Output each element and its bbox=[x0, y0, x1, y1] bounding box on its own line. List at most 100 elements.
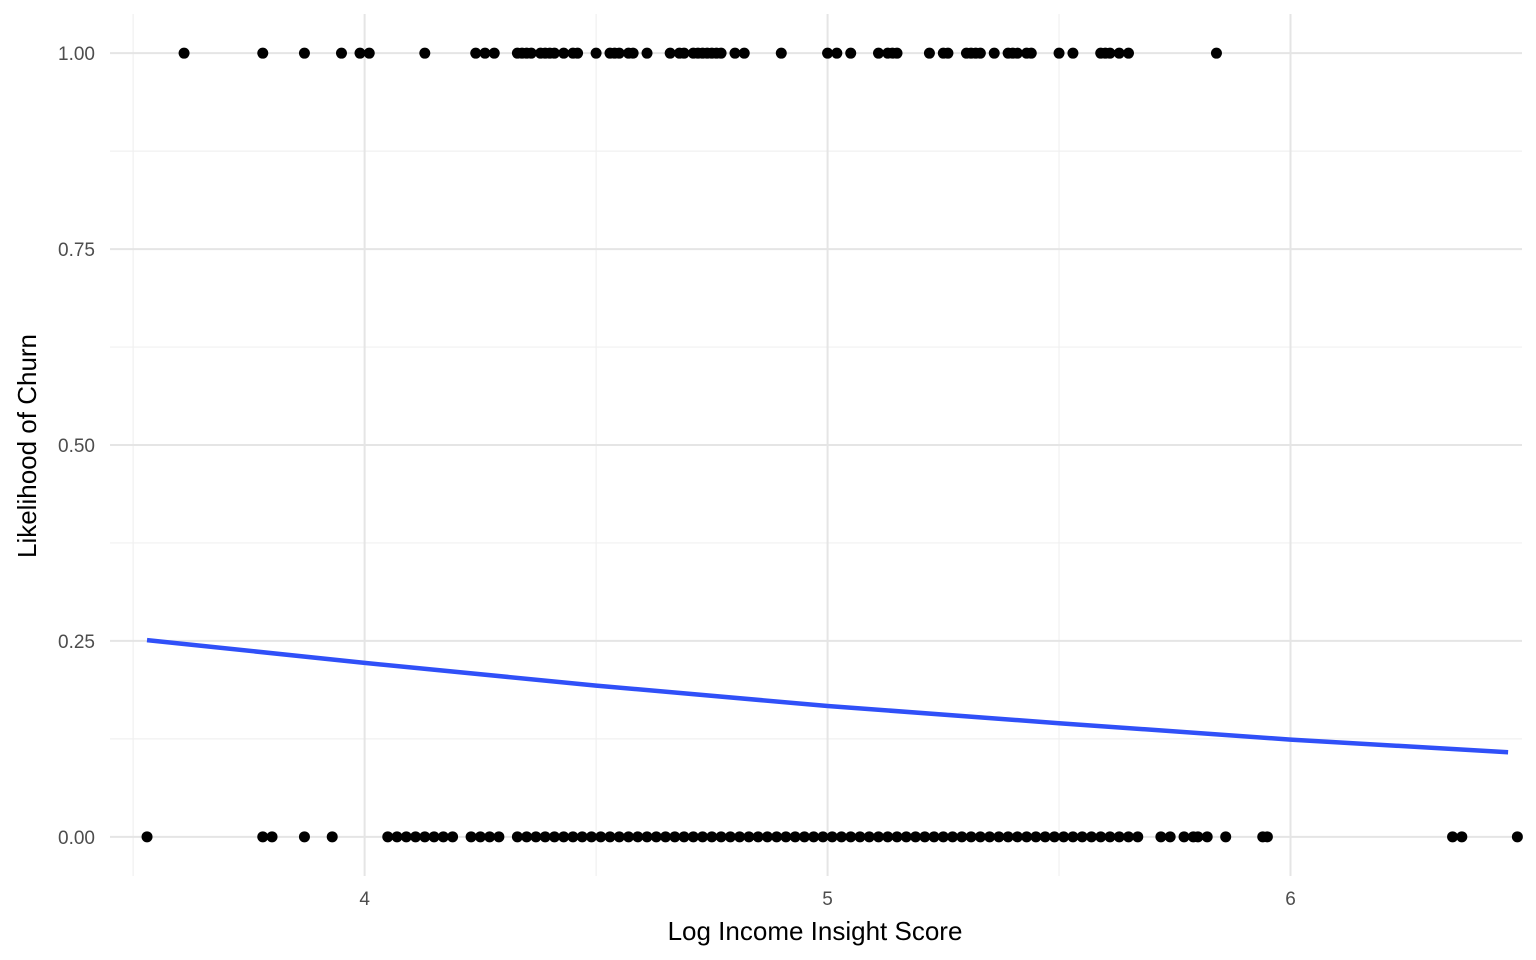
grid-lines bbox=[110, 14, 1522, 876]
data-point-no-churn bbox=[1011, 831, 1023, 843]
data-point-no-churn bbox=[391, 831, 403, 843]
data-point-churn bbox=[942, 47, 954, 59]
data-point-no-churn bbox=[863, 831, 875, 843]
data-point-no-churn bbox=[1067, 831, 1079, 843]
data-point-churn bbox=[775, 47, 787, 59]
data-point-no-churn bbox=[266, 831, 278, 843]
data-point-no-churn bbox=[141, 831, 153, 843]
data-point-no-churn bbox=[650, 831, 662, 843]
data-point-churn bbox=[641, 47, 653, 59]
x-tick-label: 5 bbox=[822, 889, 833, 910]
y-tick-label: 0.50 bbox=[58, 436, 95, 457]
data-point-no-churn bbox=[947, 831, 959, 843]
data-point-no-churn bbox=[1132, 831, 1144, 843]
data-point-no-churn bbox=[257, 831, 269, 843]
data-point-no-churn bbox=[382, 831, 394, 843]
data-point-no-churn bbox=[854, 831, 866, 843]
data-point-churn bbox=[488, 47, 500, 59]
data-point-no-churn bbox=[539, 831, 551, 843]
data-point-churn bbox=[335, 47, 347, 59]
data-point-no-churn bbox=[576, 831, 588, 843]
data-point-no-churn bbox=[1076, 831, 1088, 843]
data-point-no-churn bbox=[1104, 831, 1116, 843]
data-point-churn bbox=[715, 47, 727, 59]
data-point-no-churn bbox=[752, 831, 764, 843]
data-point-no-churn bbox=[724, 831, 736, 843]
data-point-churn bbox=[1113, 47, 1125, 59]
data-point-churn bbox=[419, 47, 431, 59]
data-point-no-churn bbox=[780, 831, 792, 843]
data-point-no-churn bbox=[428, 831, 440, 843]
data-point-no-churn bbox=[687, 831, 699, 843]
x-axis-title: Log Income Insight Score bbox=[668, 916, 963, 946]
data-point-churn bbox=[178, 47, 190, 59]
data-point-no-churn bbox=[956, 831, 968, 843]
data-point-no-churn bbox=[1122, 831, 1134, 843]
data-point-no-churn bbox=[1456, 831, 1468, 843]
data-point-no-churn bbox=[410, 831, 422, 843]
data-point-churn bbox=[479, 47, 491, 59]
fit-curve-layer bbox=[146, 637, 1509, 755]
data-point-churn bbox=[923, 47, 935, 59]
logistic-fit-line bbox=[146, 637, 1509, 755]
data-point-no-churn bbox=[326, 831, 338, 843]
data-point-no-churn bbox=[937, 831, 949, 843]
data-point-churn bbox=[1122, 47, 1134, 59]
data-point-churn bbox=[974, 47, 986, 59]
data-point-churn bbox=[558, 47, 570, 59]
data-point-churn bbox=[572, 47, 584, 59]
data-point-churn bbox=[872, 47, 884, 59]
data-point-no-churn bbox=[928, 831, 940, 843]
data-point-churn bbox=[664, 47, 676, 59]
data-point-no-churn bbox=[511, 831, 523, 843]
data-point-no-churn bbox=[993, 831, 1005, 843]
data-point-no-churn bbox=[1113, 831, 1125, 843]
data-point-no-churn bbox=[734, 831, 746, 843]
data-point-no-churn bbox=[641, 831, 653, 843]
data-point-churn bbox=[1011, 47, 1023, 59]
data-point-no-churn bbox=[771, 831, 783, 843]
data-point-churn bbox=[1053, 47, 1065, 59]
data-point-no-churn bbox=[1192, 831, 1204, 843]
data-point-churn bbox=[470, 47, 482, 59]
data-point-churn bbox=[678, 47, 690, 59]
data-point-churn bbox=[354, 47, 366, 59]
y-tick-label: 0.75 bbox=[58, 240, 95, 261]
data-point-no-churn bbox=[798, 831, 810, 843]
data-point-no-churn bbox=[567, 831, 579, 843]
data-point-no-churn bbox=[1030, 831, 1042, 843]
data-point-churn bbox=[363, 47, 375, 59]
data-point-no-churn bbox=[400, 831, 412, 843]
data-point-no-churn bbox=[474, 831, 486, 843]
data-point-no-churn bbox=[437, 831, 449, 843]
x-tick-labels: 4 5 6 bbox=[359, 889, 1295, 910]
y-tick-label: 0.00 bbox=[58, 828, 95, 849]
data-point-no-churn bbox=[484, 831, 496, 843]
data-point-no-churn bbox=[1155, 831, 1167, 843]
data-point-churn bbox=[298, 47, 310, 59]
data-point-churn bbox=[845, 47, 857, 59]
data-point-no-churn bbox=[1261, 831, 1273, 843]
data-point-no-churn bbox=[632, 831, 644, 843]
data-point-no-churn bbox=[447, 831, 459, 843]
data-point-no-churn bbox=[817, 831, 829, 843]
data-point-no-churn bbox=[1048, 831, 1060, 843]
y-tick-labels: 0.00 0.25 0.50 0.75 1.00 bbox=[58, 44, 95, 849]
data-point-no-churn bbox=[715, 831, 727, 843]
x-tick-label: 4 bbox=[359, 889, 370, 910]
data-point-churn bbox=[613, 47, 625, 59]
data-point-churn bbox=[831, 47, 843, 59]
data-point-no-churn bbox=[808, 831, 820, 843]
data-point-no-churn bbox=[1039, 831, 1051, 843]
data-point-churn bbox=[738, 47, 750, 59]
data-point-no-churn bbox=[789, 831, 801, 843]
data-point-no-churn bbox=[697, 831, 709, 843]
data-point-no-churn bbox=[845, 831, 857, 843]
data-point-no-churn bbox=[530, 831, 542, 843]
data-point-no-churn bbox=[613, 831, 625, 843]
data-point-churn bbox=[590, 47, 602, 59]
data-point-no-churn bbox=[1058, 831, 1070, 843]
data-point-no-churn bbox=[826, 831, 838, 843]
data-point-churn bbox=[1104, 47, 1116, 59]
